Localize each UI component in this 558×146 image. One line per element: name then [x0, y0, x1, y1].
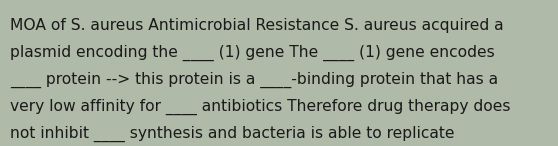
Text: MOA of S. aureus Antimicrobial Resistance S. aureus acquired a: MOA of S. aureus Antimicrobial Resistanc…: [10, 18, 504, 33]
Text: ____ protein --> this protein is a ____-binding protein that has a: ____ protein --> this protein is a ____-…: [10, 72, 498, 88]
Text: plasmid encoding the ____ (1) gene The ____ (1) gene encodes: plasmid encoding the ____ (1) gene The _…: [10, 45, 495, 61]
Text: very low affinity for ____ antibiotics Therefore drug therapy does: very low affinity for ____ antibiotics T…: [10, 99, 511, 115]
Text: not inhibit ____ synthesis and bacteria is able to replicate: not inhibit ____ synthesis and bacteria …: [10, 126, 455, 142]
